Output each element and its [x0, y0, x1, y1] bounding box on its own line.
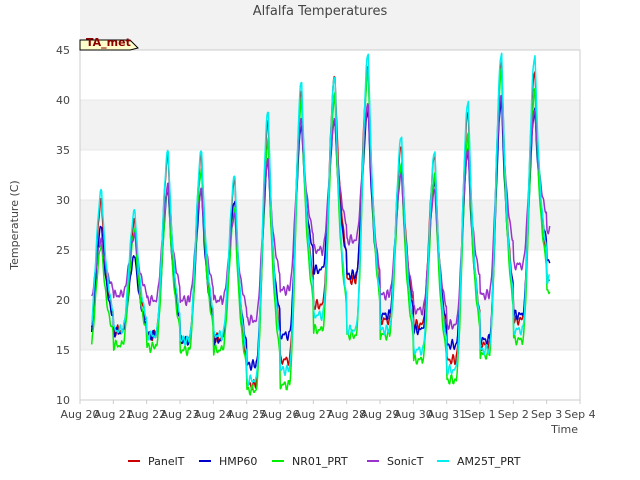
x-axis-label: Time	[550, 423, 578, 436]
x-tick-label: Aug 22	[127, 408, 166, 421]
legend-item: SonicT	[367, 455, 424, 468]
x-tick-label: Aug 25	[227, 408, 266, 421]
plot-frame	[79, 49, 581, 401]
x-tick-label: Aug 28	[327, 408, 366, 421]
y-tick-label: 20	[56, 294, 70, 307]
y-axis: 10 15 20 25 30 35 40 45	[56, 44, 70, 407]
y-tick-label: 15	[56, 344, 70, 357]
y-axis-label: Temperature (C)	[8, 180, 21, 270]
x-tick-label: Sep 4	[564, 408, 595, 421]
y-tick-label: 45	[56, 44, 70, 57]
y-tick-label: 40	[56, 94, 70, 107]
legend: PanelT HMP60 NR01_PRT SonicT AM25T_PRT	[128, 455, 521, 468]
legend-item: AM25T_PRT	[437, 455, 521, 468]
legend-label: AM25T_PRT	[457, 455, 521, 468]
x-tick-label: Aug 20	[61, 408, 100, 421]
legend-label: PanelT	[148, 455, 185, 468]
x-tick-label: Aug 30	[394, 408, 433, 421]
ta-met-badge: TA_met	[79, 36, 139, 51]
x-tick-label: Aug 31	[427, 408, 466, 421]
legend-item: NR01_PRT	[272, 455, 348, 468]
badge-label: TA_met	[86, 36, 131, 49]
x-tick-label: Sep 1	[464, 408, 495, 421]
legend-label: HMP60	[219, 455, 257, 468]
legend-label: SonicT	[387, 455, 424, 468]
x-tick-label: Aug 27	[294, 408, 333, 421]
x-tick-label: Aug 24	[194, 408, 233, 421]
y-tick-label: 30	[56, 194, 70, 207]
legend-label: NR01_PRT	[292, 455, 348, 468]
legend-item: HMP60	[199, 455, 257, 468]
x-tick-label: Sep 2	[498, 408, 529, 421]
series-line-am25t-prt	[90, 52, 551, 387]
grid-band	[80, 300, 580, 350]
y-tick-label: 25	[56, 244, 70, 257]
x-tick-label: Sep 3	[531, 408, 562, 421]
grid-band	[80, 0, 580, 50]
y-tick-label: 10	[56, 394, 70, 407]
x-tick-label: Aug 29	[361, 408, 400, 421]
chart-title: Alfalfa Temperatures	[253, 4, 388, 19]
y-tick-label: 35	[56, 144, 70, 157]
x-tick-label: Aug 21	[94, 408, 133, 421]
series-lines	[90, 52, 551, 396]
grid-band	[80, 200, 580, 250]
x-tick-label: Aug 23	[161, 408, 200, 421]
x-tick-label: Aug 26	[261, 408, 300, 421]
legend-item: PanelT	[128, 455, 185, 468]
